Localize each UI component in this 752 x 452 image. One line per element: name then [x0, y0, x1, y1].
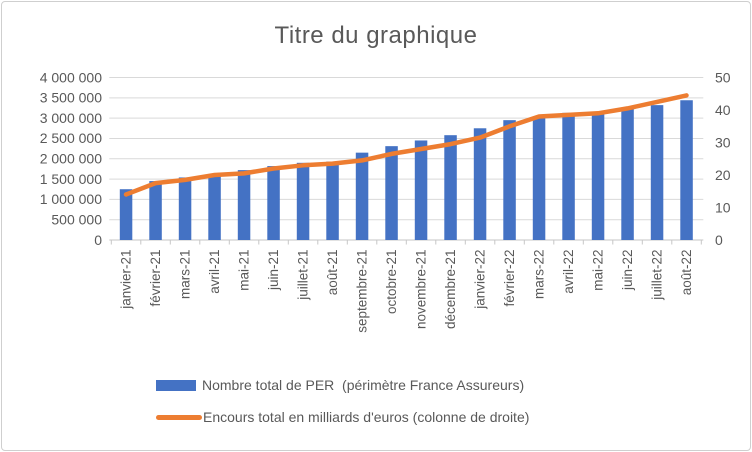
bar-mars-21 [178, 177, 192, 240]
right-axis-tick-label: 0 [715, 232, 723, 248]
x-axis-label: janvier-21 [118, 250, 133, 310]
x-axis-label: juin-22 [620, 250, 635, 292]
bar-mai-22 [591, 113, 605, 240]
x-axis-label: juillet-21 [295, 250, 310, 301]
bar-mai-21 [237, 170, 251, 240]
x-axis-label: juin-21 [266, 250, 281, 292]
bar-janvier-21 [119, 189, 133, 240]
x-axis-label: février-21 [148, 250, 163, 307]
legend-item-encours-label: Encours total en milliards d'euros (colo… [203, 409, 530, 425]
x-axis-label: janvier-22 [472, 250, 487, 310]
bar-juin-22 [621, 108, 634, 240]
line-series-swatch [156, 414, 202, 420]
left-axis-tick-label: 3 500 000 [40, 90, 102, 106]
x-axis-label: février-22 [502, 250, 517, 307]
x-axis-label: mars-21 [177, 250, 192, 300]
bar-avril-21 [208, 174, 221, 240]
left-axis-tick-label: 1 000 000 [40, 191, 102, 207]
x-axis-label: décembre-21 [443, 250, 458, 330]
x-axis-label: août-21 [325, 250, 340, 296]
encours-line [123, 93, 689, 197]
bar-juin-21 [267, 166, 280, 240]
right-axis-tick-label: 50 [715, 69, 731, 85]
x-axis-label: octobre-21 [384, 250, 399, 315]
x-axis-label: mai-21 [236, 250, 251, 291]
left-axis-tick-label: 1 500 000 [40, 171, 102, 187]
chart-title: Titre du graphique [274, 22, 478, 49]
left-axis-tick-label: 0 [94, 232, 102, 248]
chart-legend: Nombre total de PER (périmètre France As… [156, 376, 529, 440]
left-axis-tick-label: 4 000 000 [40, 69, 102, 85]
x-axis-label: avril-21 [207, 250, 222, 294]
legend-item-per-label: Nombre total de PER (périmètre France As… [202, 377, 525, 393]
bar-septembre-21 [355, 152, 369, 240]
right-axis-tick-label: 20 [715, 167, 731, 183]
x-axis-label: mars-22 [531, 250, 546, 300]
x-axis-label: août-22 [679, 250, 694, 296]
bar-août-22 [680, 100, 693, 240]
left-axis-tick-label: 2 500 000 [40, 130, 102, 146]
x-axis-label: juillet-22 [649, 250, 664, 301]
combo-chart-plot: 0 500 000 1 000 000 1 500 000 2 000 000 2 500… [40, 69, 731, 333]
x-axis-label: avril-22 [561, 250, 576, 294]
right-axis-tick-label: 30 [715, 134, 731, 150]
legend-item-encours: Encours total en milliards d'euros (colo… [156, 408, 529, 426]
bar-juillet-21 [296, 162, 310, 240]
bar-décembre-21 [444, 135, 457, 240]
x-axis-label: novembre-21 [413, 250, 428, 330]
bar-avril-22 [562, 112, 575, 240]
left-axis-tick-label: 500 000 [51, 211, 102, 227]
right-axis-tick-label: 40 [715, 102, 731, 118]
bar-février-21 [149, 181, 162, 240]
left-axis-tick-label: 2 000 000 [40, 151, 102, 167]
x-axis-label: septembre-21 [354, 250, 369, 333]
bar-février-22 [503, 120, 516, 240]
legend-item-per: Nombre total de PER (périmètre France As… [156, 376, 529, 394]
bar-janvier-22 [473, 128, 487, 240]
right-axis-tick-label: 10 [715, 199, 731, 215]
bar-mars-22 [532, 118, 546, 240]
x-axis-label: mai-22 [590, 250, 605, 291]
bar-octobre-21 [385, 146, 398, 240]
bar-août-21 [326, 161, 339, 240]
left-axis-tick-label: 3 000 000 [40, 110, 102, 126]
bar-juillet-22 [650, 105, 664, 240]
bar-series-swatch [156, 379, 196, 391]
bar-novembre-21 [414, 140, 428, 240]
